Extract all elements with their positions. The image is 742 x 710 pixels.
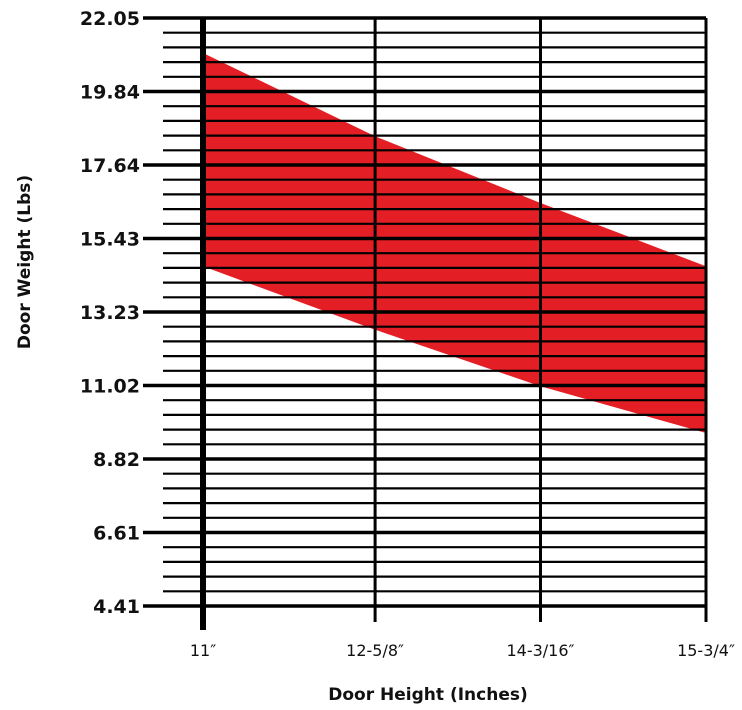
y-tick-label: 15.43 — [80, 229, 140, 251]
x-tick-label: 15-3/4″ — [677, 641, 735, 660]
y-tick-labels: 4.41 6.61 8.82 11.02 13.23 15.43 17.64 19.84 22.… — [80, 8, 140, 618]
weight-range-band — [203, 53, 706, 433]
grid-layer — [143, 16, 708, 630]
y-tick-label: 4.41 — [93, 596, 140, 618]
y-tick-label: 8.82 — [93, 449, 140, 471]
x-tick-label: 11″ — [190, 641, 216, 660]
band-layer — [203, 53, 706, 433]
y-tick-label: 6.61 — [93, 523, 140, 545]
y-axis-label: Door Weight (Lbs) — [15, 175, 35, 349]
x-tick-label: 14-3/16″ — [506, 641, 574, 660]
x-tick-labels: 11″ 12-5/8″ 14-3/16″ 15-3/4″ — [190, 641, 735, 660]
y-tick-label: 17.64 — [80, 155, 140, 177]
x-tick-label: 12-5/8″ — [346, 641, 404, 660]
y-tick-label: 13.23 — [80, 302, 140, 324]
y-tick-label: 22.05 — [80, 8, 140, 30]
x-axis-label: Door Height (Inches) — [328, 685, 527, 705]
y-tick-label: 19.84 — [80, 82, 140, 104]
y-tick-label: 11.02 — [80, 376, 140, 398]
